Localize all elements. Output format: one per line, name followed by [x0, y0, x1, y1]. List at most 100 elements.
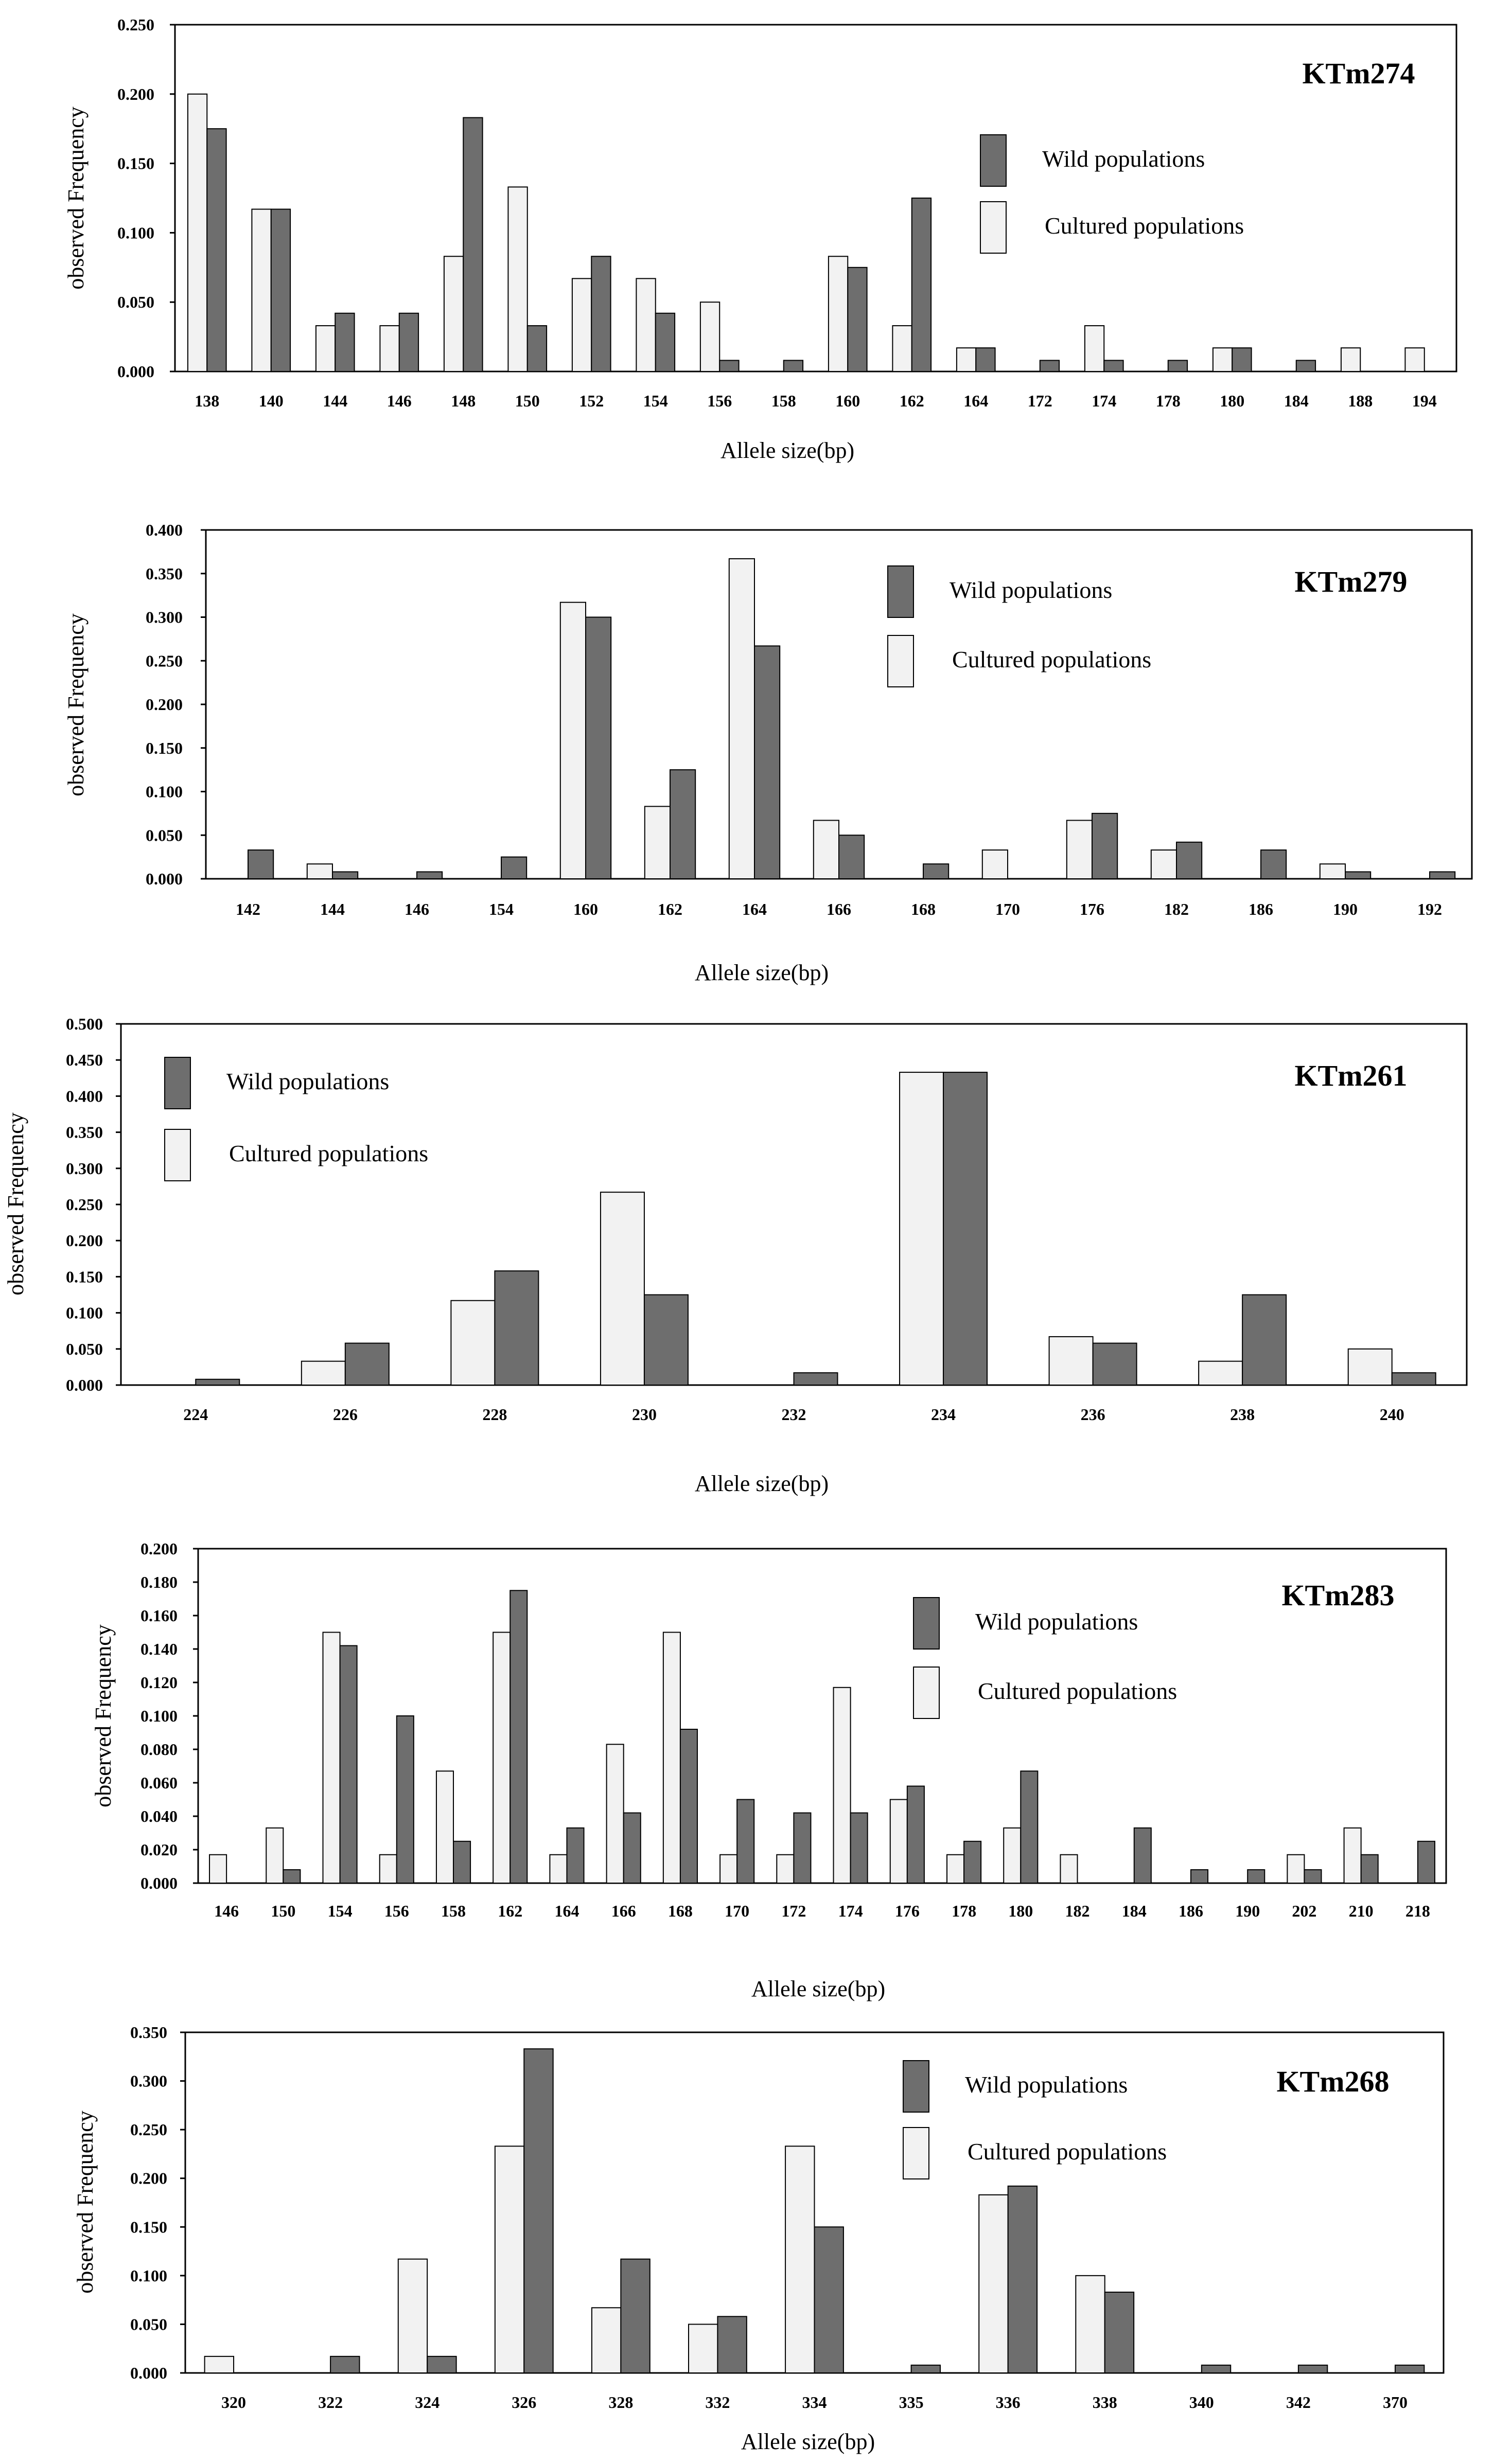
- bar-cultured-166: [813, 820, 840, 880]
- bar-cultured-328: [591, 2307, 622, 2374]
- x-tick-label: 164: [742, 900, 767, 918]
- y-tick-label: 0.000: [146, 870, 183, 888]
- bar-cultured-234: [899, 1072, 944, 1386]
- bar-wild-180: [1232, 347, 1252, 373]
- bar-wild-168: [679, 1729, 698, 1884]
- bar-cultured-236: [1048, 1336, 1094, 1386]
- bar-cultured-140: [251, 208, 272, 372]
- x-tick-label: 174: [1092, 392, 1116, 410]
- y-axis-label: observed Frequency: [63, 613, 89, 796]
- legend: Wild populations Cultured populations: [887, 565, 1151, 687]
- bar-cultured-238: [1198, 1360, 1243, 1386]
- legend-label-cultured: Cultured populations: [978, 1678, 1177, 1704]
- x-tick-label: 158: [441, 1902, 466, 1920]
- bar-wild-146: [398, 312, 419, 373]
- x-tick-label: 332: [705, 2393, 730, 2412]
- bar-wild-370: [1394, 2364, 1425, 2374]
- legend-label-cultured: Cultured populations: [1045, 212, 1244, 239]
- panel-title: KTm283: [1281, 1579, 1394, 1612]
- x-tick-label: 218: [1405, 1902, 1430, 1920]
- panel-title: KTm279: [1294, 565, 1407, 598]
- bar-wild-240: [1391, 1372, 1436, 1386]
- bar-wild-170: [736, 1799, 755, 1884]
- x-tick-label: 140: [259, 392, 284, 410]
- x-tick-label: 162: [498, 1902, 522, 1920]
- x-tick-label: 190: [1235, 1902, 1260, 1920]
- y-axis-label: observed Frequency: [73, 2111, 98, 2294]
- bar-cultured-154: [322, 1632, 341, 1884]
- bar-wild-172: [793, 1812, 812, 1884]
- x-tick-label: 166: [611, 1902, 636, 1920]
- x-tick-label: 156: [707, 392, 732, 410]
- y-tick-label: 0.000: [140, 1874, 178, 1892]
- bar-cultured-162: [892, 325, 912, 372]
- bar-cultured-178: [946, 1854, 965, 1884]
- y-tick-label: 0.250: [66, 1195, 103, 1214]
- panel-title: KTm274: [1302, 57, 1415, 90]
- bar-cultured-188: [1340, 347, 1361, 373]
- bar-wild-224: [195, 1378, 240, 1386]
- bar-wild-156: [396, 1715, 414, 1884]
- bar-cultured-176: [1066, 820, 1093, 880]
- x-axis-label: Allele size(bp): [695, 960, 829, 985]
- x-tick-label: 334: [802, 2393, 827, 2412]
- bar-wild-154: [655, 312, 676, 373]
- bar-wild-166: [838, 835, 865, 879]
- bar-wild-238: [1242, 1294, 1287, 1386]
- legend: Wild populations Cultured populations: [913, 1597, 1177, 1719]
- x-tick-label: 146: [405, 900, 429, 918]
- legend-swatch-cultured: [887, 635, 914, 687]
- x-tick-label: 232: [782, 1405, 806, 1424]
- y-tick-label: 0.150: [66, 1267, 103, 1286]
- x-tick-label: 158: [771, 392, 796, 410]
- y-tick-label: 0.300: [146, 608, 183, 627]
- bar-wild-156: [719, 360, 740, 373]
- bar-wild-178: [1167, 360, 1188, 373]
- y-tick-label: 0.350: [130, 2023, 167, 2042]
- bar-wild-234: [943, 1072, 988, 1386]
- x-tick-label: 340: [1189, 2393, 1214, 2412]
- bar-cultured-202: [1287, 1854, 1305, 1884]
- x-tick-label: 154: [643, 392, 668, 410]
- x-tick-label: 230: [632, 1405, 657, 1424]
- x-tick-label: 138: [195, 392, 219, 410]
- x-tick-label: 202: [1292, 1902, 1316, 1920]
- x-tick-label: 172: [781, 1902, 806, 1920]
- y-tick-label: 0.250: [130, 2120, 167, 2139]
- bar-cultured-226: [301, 1360, 346, 1386]
- y-tick-label: 0.180: [140, 1573, 178, 1591]
- x-tick-label: 328: [608, 2393, 633, 2412]
- x-tick-label: 370: [1383, 2393, 1408, 2412]
- legend-swatch-cultured: [980, 201, 1007, 254]
- bar-wild-158: [783, 360, 804, 373]
- bar-cultured-160: [559, 601, 587, 880]
- y-tick-label: 0.000: [117, 362, 154, 381]
- x-tick-label: 184: [1122, 1902, 1147, 1920]
- bar-wild-232: [793, 1372, 838, 1386]
- x-tick-label: 166: [827, 900, 851, 918]
- x-tick-label: 162: [658, 900, 682, 918]
- bar-wild-184: [1295, 360, 1316, 373]
- bar-cultured-174: [1084, 325, 1105, 372]
- y-tick-label: 0.350: [66, 1123, 103, 1142]
- bar-cultured-228: [450, 1300, 496, 1386]
- x-tick-label: 186: [1179, 1902, 1203, 1920]
- bar-wild-236: [1092, 1342, 1137, 1386]
- legend-swatch-wild: [164, 1057, 191, 1109]
- bar-cultured-144: [306, 863, 333, 880]
- bar-wild-174: [1103, 360, 1124, 373]
- y-tick-label: 0.450: [66, 1051, 103, 1069]
- bar-cultured-162: [644, 806, 671, 879]
- x-tick-label: 174: [838, 1902, 863, 1920]
- y-tick-label: 0.100: [130, 2266, 167, 2285]
- x-tick-label: 176: [1080, 900, 1104, 918]
- x-tick-label: 168: [911, 900, 936, 918]
- x-tick-label: 320: [221, 2393, 246, 2412]
- x-tick-label: 210: [1349, 1902, 1374, 1920]
- x-tick-label: 234: [931, 1405, 956, 1424]
- y-tick-label: 0.200: [117, 85, 154, 103]
- bar-wild-172: [1039, 360, 1060, 373]
- x-tick-label: 192: [1417, 900, 1442, 918]
- legend-swatch-wild: [887, 565, 914, 618]
- bar-wild-144: [332, 871, 359, 879]
